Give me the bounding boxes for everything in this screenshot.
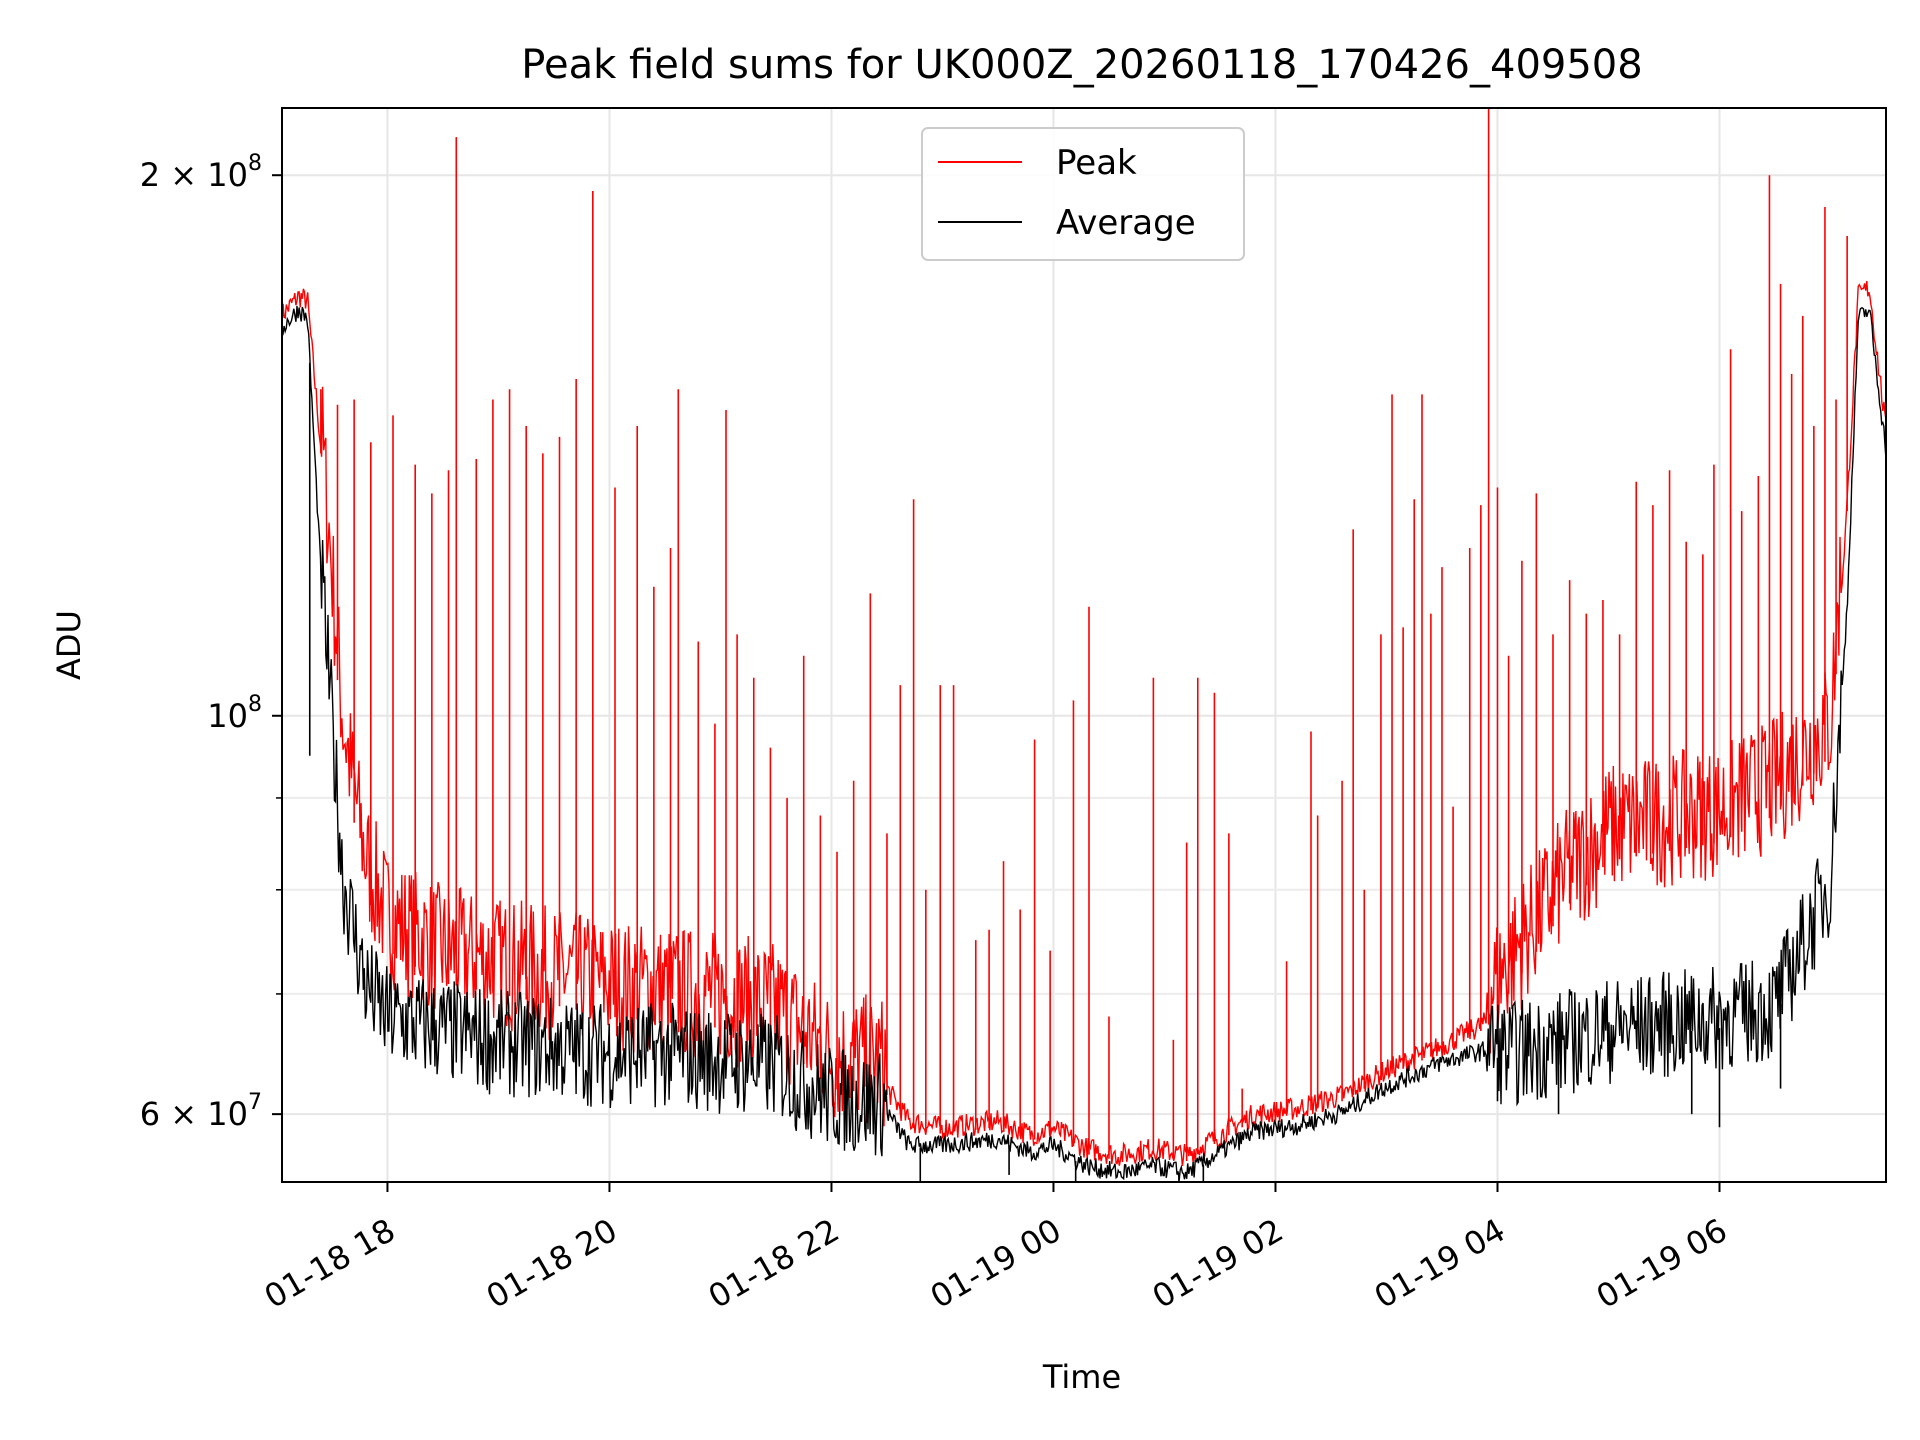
- y-tick-label: 108: [207, 692, 262, 735]
- y-tick-label: 2 × 108: [140, 151, 262, 194]
- y-axis-ticks: 6 × 107 108 2 × 108: [140, 151, 282, 1133]
- plot-frame: [281, 107, 1887, 1183]
- y-tick-label: 6 × 107: [140, 1090, 262, 1133]
- x-axis-label: Time: [1042, 1358, 1121, 1396]
- y-axis-label: ADU: [50, 610, 88, 680]
- chart-title: Peak field sums for UK000Z_20260118_1704…: [521, 42, 1642, 88]
- average-series-line: [282, 305, 1886, 1181]
- legend: Peak Average: [921, 127, 1245, 261]
- legend-average-label: Average: [1056, 203, 1196, 243]
- legend-peak-label: Peak: [1056, 143, 1137, 183]
- series-layer: [282, 108, 1886, 1182]
